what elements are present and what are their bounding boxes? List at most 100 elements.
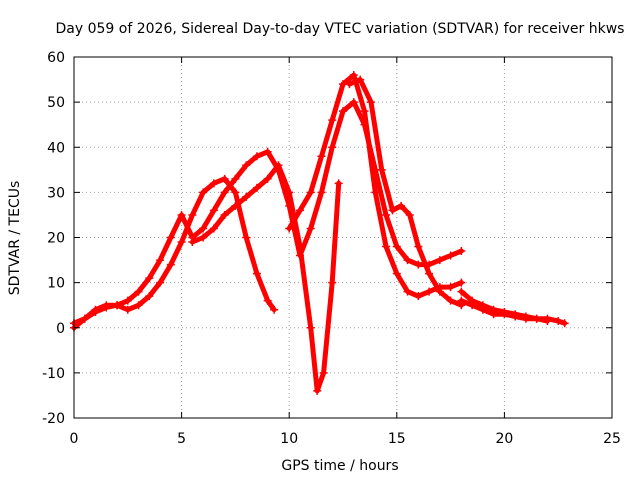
y-tick-label: -20 (42, 411, 65, 427)
series-7 (457, 296, 552, 325)
plot-area (70, 71, 569, 395)
data-point (123, 305, 132, 314)
data-point (231, 174, 240, 183)
data-point (414, 242, 423, 251)
y-tick-label: 50 (47, 95, 65, 111)
data-point (446, 251, 455, 260)
chart-title: Day 059 of 2026, Sidereal Day-to-day VTE… (56, 21, 625, 37)
data-point (457, 287, 466, 296)
data-point (425, 269, 434, 278)
data-point (102, 301, 111, 310)
data-point (328, 143, 337, 152)
data-point (166, 233, 175, 242)
x-tick-label: 20 (495, 431, 513, 447)
y-tick-label: 40 (47, 140, 65, 156)
data-point (274, 161, 283, 170)
x-axis-ticks: 0 5 10 15 20 25 (70, 57, 621, 447)
data-point (209, 179, 218, 188)
data-point (500, 310, 509, 319)
data-point (177, 238, 186, 247)
data-point (521, 314, 530, 323)
data-point (270, 305, 279, 314)
data-point (356, 75, 365, 84)
data-point (457, 296, 466, 305)
data-point (435, 256, 444, 265)
data-point (457, 278, 466, 287)
data-point (425, 287, 434, 296)
data-point (220, 210, 229, 219)
data-point (285, 188, 294, 197)
data-point (242, 161, 251, 170)
x-tick-label: 15 (388, 431, 406, 447)
data-point (543, 316, 552, 325)
data-point (209, 206, 218, 215)
data-point (435, 287, 444, 296)
data-point (414, 260, 423, 269)
data-point (188, 238, 197, 247)
data-point (166, 260, 175, 269)
series-2 (70, 174, 279, 332)
data-point (317, 152, 326, 161)
data-point (446, 296, 455, 305)
data-point (532, 314, 541, 323)
x-tick-label: 0 (70, 431, 79, 447)
data-point (360, 107, 369, 116)
series-line (189, 162, 342, 394)
series-line (347, 77, 464, 308)
y-tick-label: -10 (42, 366, 65, 382)
data-point (345, 80, 354, 89)
data-point (177, 210, 186, 219)
y-axis-label: SDTVAR / TECUs (7, 181, 23, 296)
data-point (334, 179, 343, 188)
data-point (145, 274, 154, 283)
data-point (366, 98, 375, 107)
data-point (188, 210, 197, 219)
data-point (446, 283, 455, 292)
data-point (156, 256, 165, 265)
data-point (403, 256, 412, 265)
data-point (231, 201, 240, 210)
data-point (295, 242, 304, 251)
data-point (382, 242, 391, 251)
data-point (560, 319, 569, 328)
grid-lines (74, 57, 612, 418)
x-tick-label: 10 (280, 431, 298, 447)
data-point (403, 287, 412, 296)
y-tick-label: 10 (47, 276, 65, 292)
data-point (220, 174, 229, 183)
data-point (349, 71, 358, 80)
y-tick-label: 0 (56, 321, 65, 337)
data-point (468, 301, 477, 310)
data-point (242, 192, 251, 201)
data-point (371, 188, 380, 197)
data-point (199, 188, 208, 197)
data-point (489, 310, 498, 319)
data-point (397, 201, 406, 210)
data-point (319, 368, 328, 377)
data-point (377, 165, 386, 174)
data-point (199, 233, 208, 242)
data-point (91, 305, 100, 314)
y-axis-ticks: -20 -10 0 10 20 30 40 50 60 (42, 50, 612, 427)
data-point (134, 287, 143, 296)
data-point (145, 292, 154, 301)
x-axis-label: GPS time / hours (281, 458, 398, 474)
data-point (156, 278, 165, 287)
data-point (405, 210, 414, 219)
x-tick-label: 25 (603, 431, 621, 447)
y-tick-label: 60 (47, 50, 65, 66)
data-point (80, 314, 89, 323)
data-point (242, 233, 251, 242)
data-point (263, 147, 272, 156)
data-point (199, 224, 208, 233)
data-point (220, 188, 229, 197)
data-point (339, 107, 347, 116)
data-point (414, 292, 423, 301)
data-point (349, 98, 358, 107)
data-point (388, 206, 397, 215)
data-point (328, 278, 337, 287)
data-point (263, 174, 272, 183)
data-point (252, 152, 261, 161)
x-tick-label: 5 (177, 431, 186, 447)
